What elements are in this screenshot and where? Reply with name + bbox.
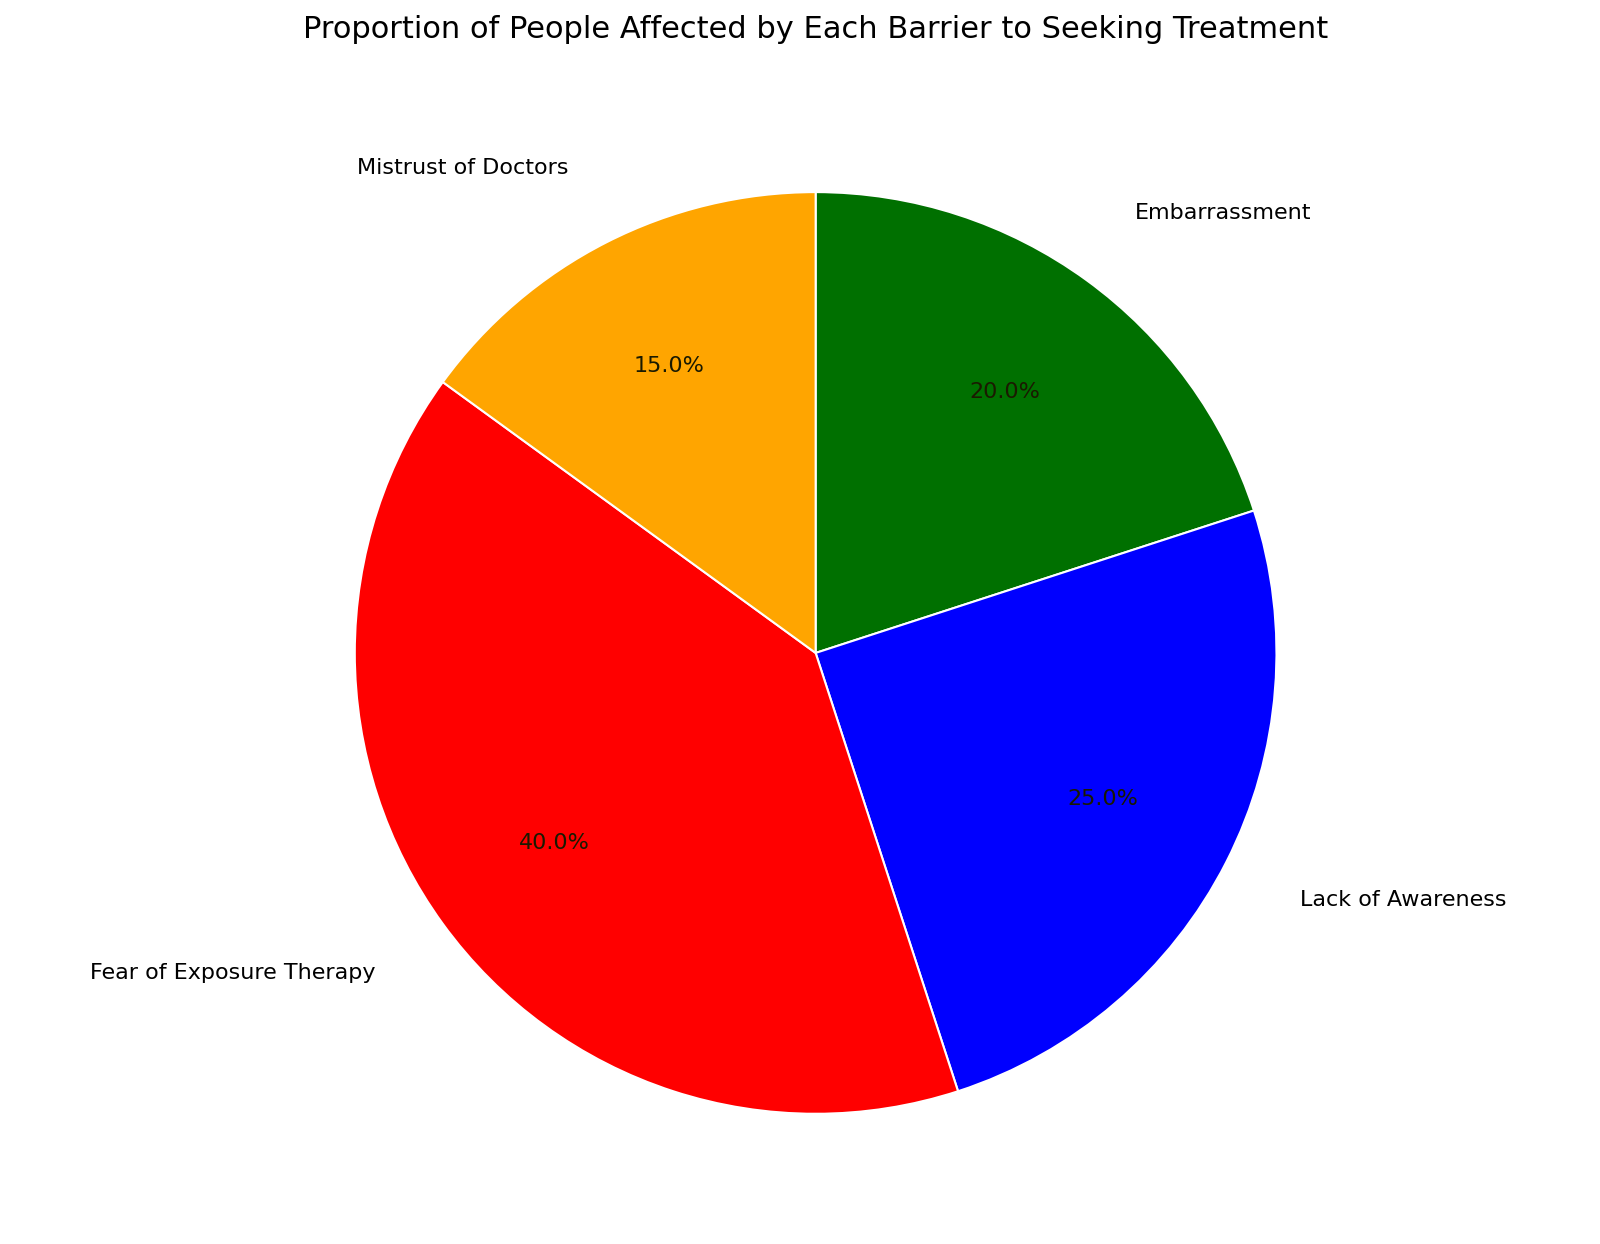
- Text: Mistrust of Doctors: Mistrust of Doctors: [357, 158, 568, 178]
- Title: Proportion of People Affected by Each Barrier to Seeking Treatment: Proportion of People Affected by Each Ba…: [302, 15, 1328, 44]
- Wedge shape: [355, 382, 958, 1113]
- Text: 25.0%: 25.0%: [1067, 790, 1139, 810]
- Text: Lack of Awareness: Lack of Awareness: [1301, 889, 1507, 909]
- Wedge shape: [816, 510, 1277, 1091]
- Text: Embarrassment: Embarrassment: [1136, 203, 1312, 223]
- Wedge shape: [443, 192, 816, 653]
- Text: 15.0%: 15.0%: [634, 356, 704, 376]
- Text: 20.0%: 20.0%: [970, 382, 1040, 402]
- Wedge shape: [816, 192, 1254, 653]
- Text: 40.0%: 40.0%: [520, 832, 590, 852]
- Text: Fear of Exposure Therapy: Fear of Exposure Therapy: [90, 963, 376, 983]
